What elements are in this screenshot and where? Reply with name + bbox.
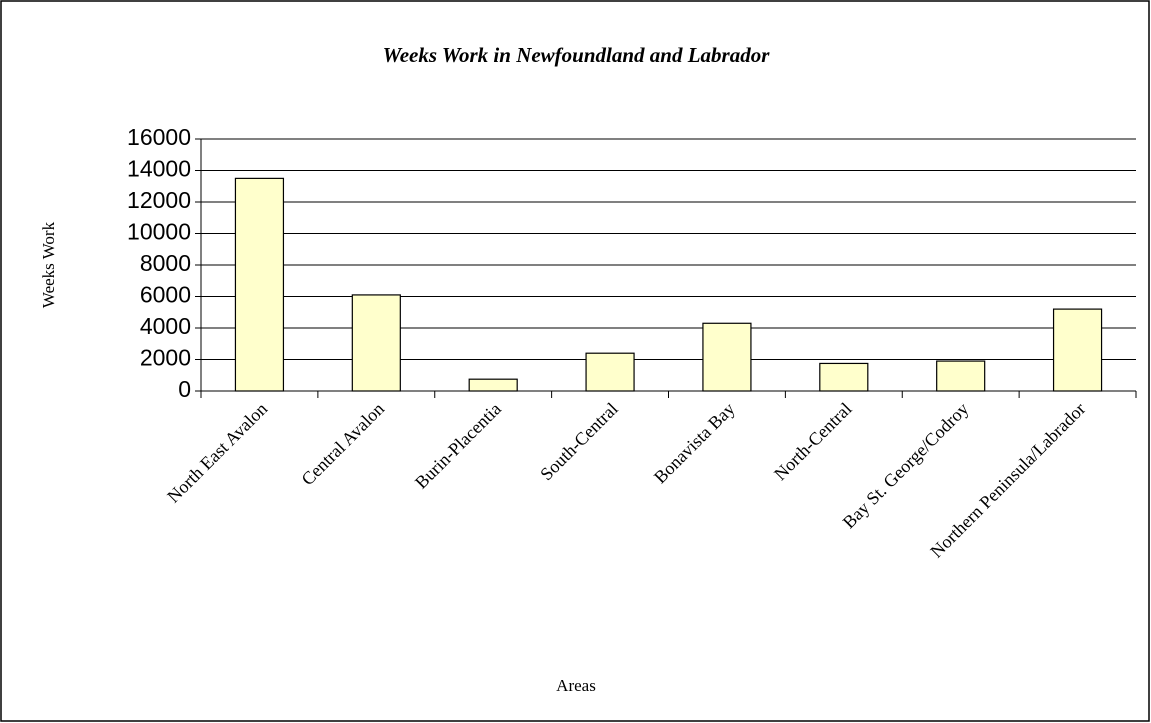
bar (351, 294, 401, 392)
y-tick-label: 14000 (127, 156, 191, 182)
y-tick-label: 12000 (127, 187, 191, 213)
bar (585, 352, 635, 392)
chart-title: Weeks Work in Newfoundland and Labrador (383, 43, 771, 67)
bar (468, 378, 518, 392)
y-tick-label: 0 (178, 376, 191, 402)
y-tick-label: 6000 (140, 282, 191, 308)
y-tick-label: 2000 (140, 345, 191, 371)
y-tick-label: 16000 (127, 124, 191, 150)
bar (702, 322, 752, 392)
x-axis-label: Areas (556, 676, 596, 695)
y-tick-label: 8000 (140, 250, 191, 276)
bar (819, 362, 869, 392)
y-axis-label: Weeks Work (39, 221, 58, 308)
y-tick-label: 10000 (127, 219, 191, 245)
bar (234, 177, 285, 392)
bar (936, 360, 986, 392)
y-tick-label: 4000 (140, 313, 191, 339)
bar (1052, 308, 1103, 392)
